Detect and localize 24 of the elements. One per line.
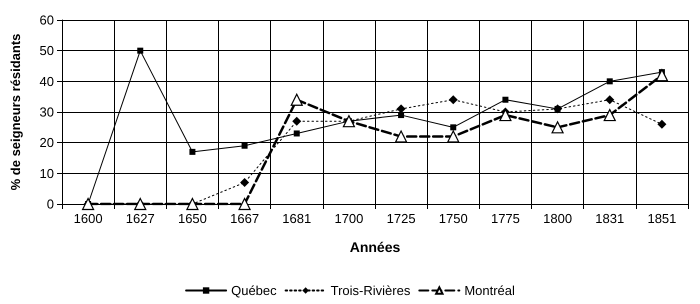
x-tick-label: 1800 <box>543 211 572 226</box>
legend-label: Trois-Rivières <box>330 283 411 298</box>
y-axis-title: % de seigneurs résidants <box>8 34 23 190</box>
y-tick-label: 0 <box>46 196 54 212</box>
x-tick-label: 1750 <box>438 211 468 226</box>
x-tick-label: 1831 <box>595 211 624 226</box>
legend-label: Montréal <box>464 283 516 298</box>
x-tick-label: 1627 <box>126 211 155 226</box>
x-tick-label: 1851 <box>647 211 676 226</box>
y-tick-label: 50 <box>40 43 54 58</box>
y-tick-label: 30 <box>40 104 54 120</box>
x-tick-label: 1650 <box>178 211 207 226</box>
y-tick-label: 60 <box>40 12 54 28</box>
x-tick-label: 1600 <box>74 211 103 226</box>
x-tick-label: 1775 <box>490 211 520 226</box>
x-axis-title: Années <box>350 239 400 255</box>
x-tick-label: 1667 <box>230 211 260 226</box>
y-tick-label: 10 <box>40 166 54 181</box>
x-tick-label: 1725 <box>386 211 416 226</box>
legend-label: Québec <box>231 283 278 298</box>
y-tick-label: 40 <box>40 74 54 89</box>
y-tick-label: 20 <box>40 135 54 150</box>
x-tick-label: 1681 <box>282 211 312 226</box>
x-tick-label: 1700 <box>334 211 364 226</box>
